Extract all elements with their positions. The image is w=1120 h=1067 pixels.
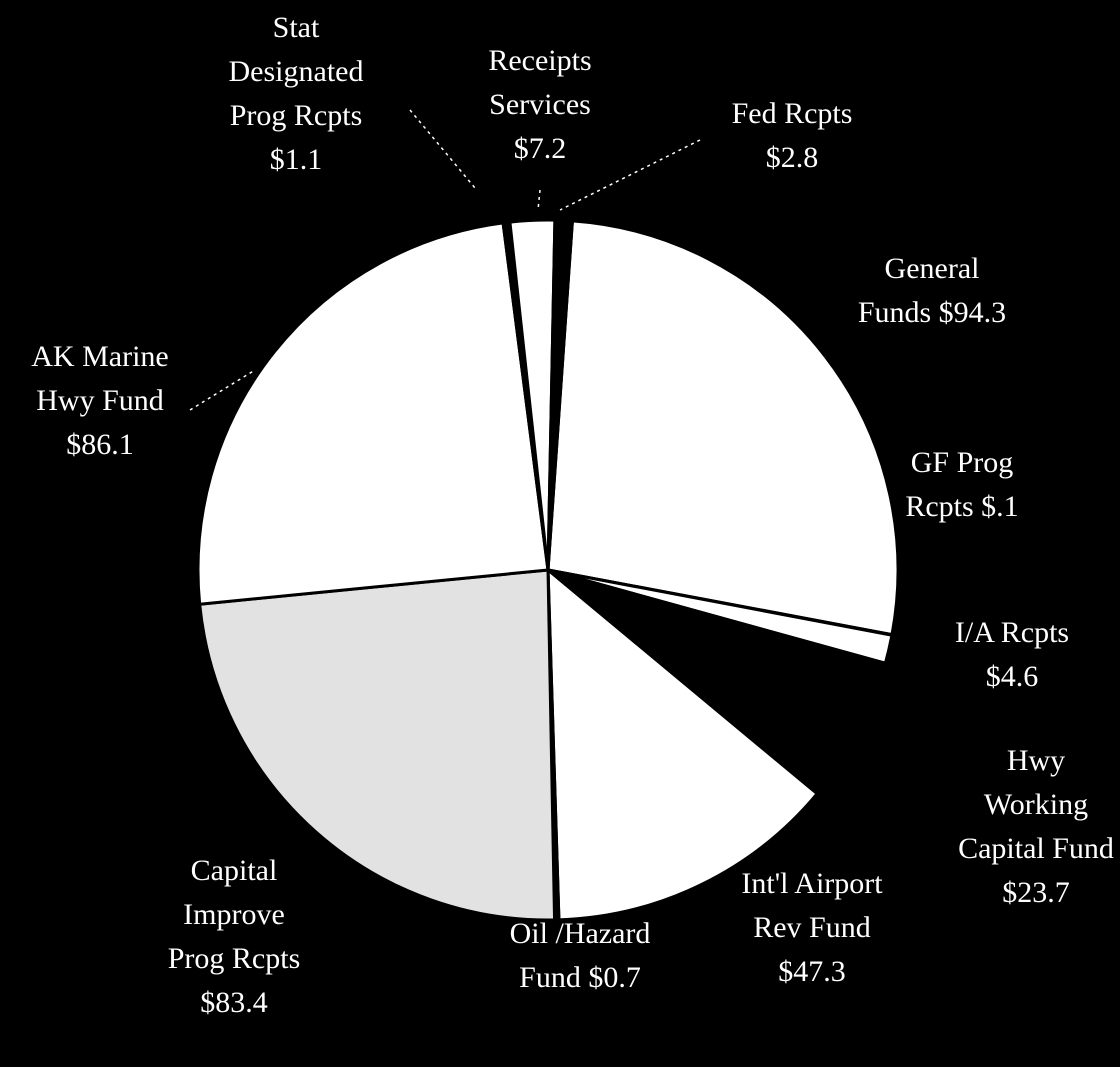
slice-label-line: Capital Fund [958,832,1114,865]
slice-label-line: GF Prog [911,446,1014,479]
slice-label: Receipts Services $7.2 [488,44,591,165]
pie-slice [198,568,557,922]
leader-line-receipts-services [537,189,541,211]
pie-slice [547,568,888,796]
slice-label-line: Rcpts $.1 [905,490,1018,523]
slice-label-line: Stat [273,11,320,44]
slice-label: GF Prog Rcpts $.1 [905,446,1018,523]
leader-line-ak-marine [189,369,256,411]
slice-label: AK Marine Hwy Fund $86.1 [31,340,168,461]
slice-label-line: Funds $94.3 [858,296,1006,329]
leader-line-stat-designated [409,109,476,189]
slice-label-line: $86.1 [66,428,134,461]
slice-label-line: $23.7 [1002,876,1070,909]
slice-label-line: Prog Rcpts [168,942,301,975]
slice-label: Stat Designated Prog Rcpts $1.1 [229,11,364,176]
slice-label-line: $4.6 [986,660,1039,693]
slice-label: Fed Rcpts $2.8 [732,97,853,174]
slice-label-line: Int'l Airport [741,867,883,900]
slice-label-line: Receipts [488,44,591,77]
slice-label-line: Improve [183,898,285,931]
slice-label-line: Fund $0.7 [519,961,641,994]
slice-label-line: Rev Fund [753,911,871,944]
slice-label-line: $2.8 [766,141,819,174]
slice-label-line: Hwy Fund [36,384,164,417]
slice-labels: General Funds $94.3 GF Prog Rcpts $.1 I/A Rc… [31,11,1114,1019]
slice-label-line: Designated [229,55,364,88]
slice-label: Oil /Hazard Fund $0.7 [510,917,651,994]
slice-label-line: Prog Rcpts [230,99,363,132]
slice-label: Capital Improve Prog Rcpts $83.4 [168,854,301,1019]
slice-label-line: AK Marine [31,340,168,373]
slice-label-line: General [885,252,980,285]
slice-label-line: Hwy [1007,744,1065,777]
leader-line-fed-rcpts [559,139,701,211]
slice-label: General Funds $94.3 [858,252,1006,329]
slice-label-line: $1.1 [270,143,323,176]
slice-label-line: Fed Rcpts [732,97,853,130]
slice-label-line: $83.4 [200,986,268,1019]
slice-label-line: I/A Rcpts [955,616,1069,649]
slice-label: Int'l Airport Rev Fund $47.3 [741,867,883,988]
slice-label-line: Oil /Hazard [510,917,651,950]
slice-label-line: $7.2 [514,132,567,165]
pie-slice [546,218,575,571]
leader-lines [189,109,701,411]
slice-label-line: $47.3 [778,955,846,988]
pie-slices [196,218,900,922]
slice-label: I/A Rcpts $4.6 [955,616,1069,693]
slice-label-line: Working [984,788,1088,821]
slice-label-line: Capital [191,854,278,887]
pie-slice [546,566,820,922]
slice-label-line: Services [489,88,591,121]
pie-slice [546,219,900,637]
pie-slice [196,221,550,606]
slice-label: Hwy Working Capital Fund $23.7 [958,744,1114,909]
